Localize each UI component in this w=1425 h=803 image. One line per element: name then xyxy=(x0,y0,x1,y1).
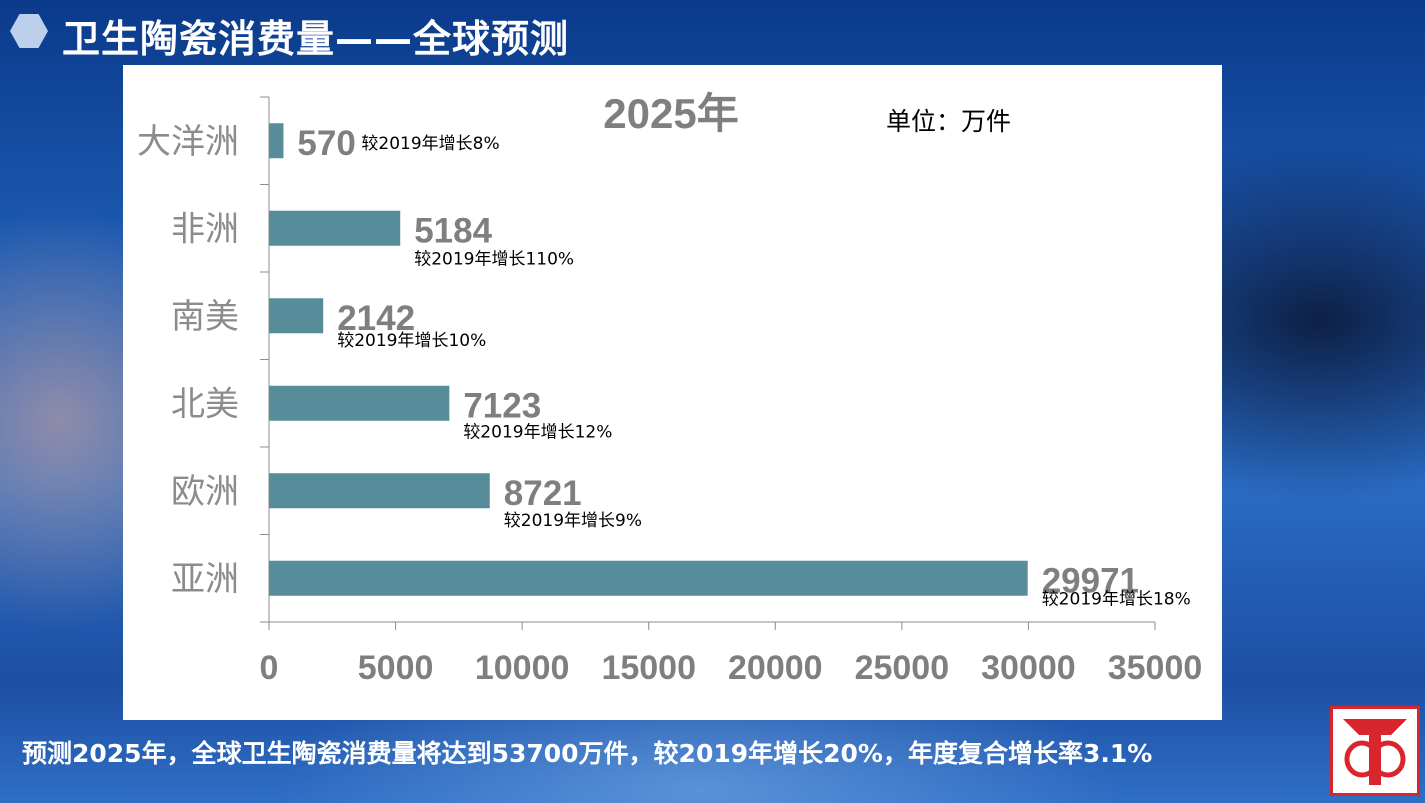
x-tick-label: 30000 xyxy=(981,649,1076,687)
bar xyxy=(269,123,284,159)
growth-annotation: 较2019年增长9% xyxy=(504,511,642,531)
chart-panel: 0 5000 10000 15000 20000 25000 30000 35000 大洋洲 57… xyxy=(123,65,1222,720)
x-tick-label: 15000 xyxy=(601,649,696,687)
data-label: 29971 xyxy=(1042,561,1139,600)
y-tick-label: 欧洲 xyxy=(171,472,239,512)
growth-annotation: 较2019年增长12% xyxy=(463,422,612,442)
chart-title: 2025年 xyxy=(603,90,738,137)
data-label: 2142 xyxy=(337,299,415,338)
y-tick-label: 北美 xyxy=(171,384,239,424)
growth-annotation: 较2019年增长10% xyxy=(337,331,486,351)
y-tick-label: 大洋洲 xyxy=(137,122,239,162)
company-logo xyxy=(1330,706,1420,796)
x-tick-label: 25000 xyxy=(855,649,950,687)
bar xyxy=(269,385,450,421)
x-tick-label: 0 xyxy=(260,649,279,687)
bar xyxy=(269,298,324,334)
bar xyxy=(269,560,1028,596)
x-tick-label: 35000 xyxy=(1108,649,1203,687)
data-label: 7123 xyxy=(463,386,541,425)
x-tick-label: 5000 xyxy=(358,649,434,687)
bar-chart: 0 5000 10000 15000 20000 25000 30000 35000 大洋洲 57… xyxy=(137,90,1203,687)
y-tick-label: 非洲 xyxy=(171,209,239,249)
logo-mark-icon xyxy=(1343,719,1407,785)
x-tick-label: 20000 xyxy=(728,649,823,687)
data-label: 5184 xyxy=(414,211,492,250)
growth-annotation: 较2019年增长110% xyxy=(414,249,574,269)
footer-summary: 预测2025年，全球卫生陶瓷消费量将达到53700万件，较2019年增长20%，… xyxy=(22,739,1153,768)
growth-annotation: 较2019年增长18% xyxy=(1042,589,1191,609)
data-label: 570 xyxy=(297,124,355,163)
unit-label: 单位：万件 xyxy=(886,107,1011,136)
bar xyxy=(269,473,490,509)
bar xyxy=(269,210,401,246)
growth-annotation: 较2019年增长8% xyxy=(361,134,499,154)
y-tick-label: 南美 xyxy=(171,297,239,337)
hexagon-bullet-icon xyxy=(10,14,48,48)
page-title: 卫生陶瓷消费量——全球预测 xyxy=(62,17,570,61)
data-label: 8721 xyxy=(504,474,582,513)
x-tick-label: 10000 xyxy=(475,649,570,687)
y-tick-label: 亚洲 xyxy=(171,559,239,599)
